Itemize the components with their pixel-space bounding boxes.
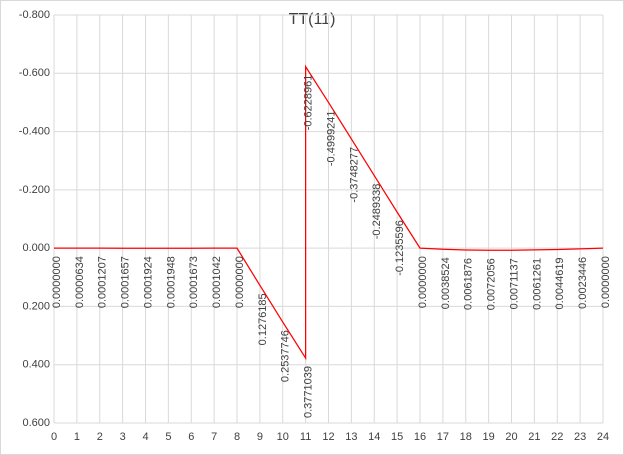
y-tick-label: 0.000 [22, 242, 50, 254]
y-tick-label: -0.400 [19, 125, 50, 137]
y-tick-label: 0.200 [22, 300, 50, 312]
x-tick-label: 12 [322, 431, 334, 443]
x-tick-label: 9 [257, 431, 263, 443]
x-tick-label: 3 [120, 431, 126, 443]
x-tick-label: 13 [345, 431, 357, 443]
data-label: 0.0001042 [211, 256, 223, 308]
x-tick-label: 23 [574, 431, 586, 443]
y-tick-label: 0.600 [22, 417, 50, 429]
data-label: 0.0001207 [97, 256, 109, 308]
data-label: -0.1235596 [394, 220, 406, 276]
data-label: 0.0000634 [74, 256, 86, 308]
x-tick-label: 7 [211, 431, 217, 443]
x-tick-label: 8 [234, 431, 240, 443]
x-tick-label: 11 [300, 431, 311, 443]
x-tick-label: 6 [188, 431, 194, 443]
data-line [53, 64, 604, 361]
x-tick-label: 15 [391, 431, 403, 443]
y-tick-label: -0.800 [19, 9, 50, 21]
x-tick-label: 4 [142, 431, 148, 443]
y-tick-label: -0.200 [19, 184, 50, 196]
data-label: 0.0000000 [417, 256, 429, 308]
x-tick-label: 2 [97, 431, 103, 443]
x-tick-label: 18 [460, 431, 472, 443]
x-tick-label: 20 [505, 431, 517, 443]
x-tick-label: 5 [165, 431, 171, 443]
data-label: 0.0001657 [120, 256, 132, 308]
data-label: -0.3748277 [348, 147, 360, 203]
x-tick-label: 0 [51, 431, 57, 443]
data-label: 0.0023446 [577, 257, 589, 309]
y-tick-label: 0.400 [22, 359, 50, 371]
data-label: 0.0001673 [188, 256, 200, 308]
data-label: 0.0001924 [142, 256, 154, 308]
data-label: 0.0001948 [165, 256, 177, 308]
x-tick-label: 22 [551, 431, 563, 443]
x-tick-label: 14 [368, 431, 380, 443]
y-tick-label: -0.600 [19, 67, 50, 79]
data-label: 0.0072056 [486, 258, 498, 310]
data-label: 0.0000000 [600, 256, 612, 308]
x-tick-label: 17 [437, 431, 449, 443]
data-label: -0.2489338 [371, 184, 383, 240]
data-label: 0.0000000 [51, 256, 63, 308]
data-label: 0.0038524 [440, 257, 452, 309]
data-label: 0.0071137 [508, 258, 520, 309]
x-tick-label: 1 [74, 431, 80, 443]
x-tick-label: 21 [528, 431, 540, 443]
data-label: 0.0044619 [554, 257, 566, 309]
data-label: 0.0000000 [234, 256, 246, 308]
data-label: 0.1276185 [257, 293, 269, 345]
data-label: 0.0061876 [463, 258, 475, 310]
x-tick-label: 24 [597, 431, 609, 443]
x-tick-label: 19 [483, 431, 495, 443]
data-label: 0.3771039 [303, 366, 315, 418]
x-tick-label: 16 [414, 431, 426, 443]
x-tick-label: 10 [277, 431, 289, 443]
data-label: 0.2537746 [280, 330, 292, 382]
data-label: 0.0061261 [531, 258, 543, 310]
data-label: -0.6228961 [303, 75, 315, 131]
data-label: -0.4999241 [325, 110, 337, 166]
